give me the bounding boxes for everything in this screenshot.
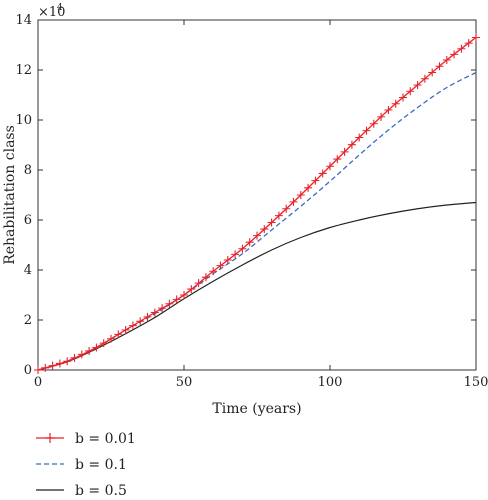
data-point [150, 308, 159, 317]
data-point [201, 273, 210, 282]
data-point [231, 250, 240, 259]
y-tick-label: 8 [24, 163, 32, 178]
data-point [209, 267, 218, 276]
legend-label: b = 0.5 [75, 483, 127, 499]
y-tick-label: 2 [24, 313, 32, 328]
series-0 [34, 33, 480, 374]
data-point [238, 244, 247, 253]
data-point [391, 99, 400, 108]
data-point [355, 133, 364, 142]
x-tick-label: 50 [176, 375, 193, 390]
data-point [304, 183, 313, 192]
series-1 [37, 71, 477, 371]
data-point [399, 93, 407, 102]
data-point [296, 191, 305, 199]
data-point [311, 176, 320, 185]
legend-marker [45, 433, 55, 443]
data-point [428, 68, 437, 77]
data-point [187, 285, 196, 294]
data-point [128, 321, 137, 330]
x-tick-label: 0 [34, 375, 42, 390]
plot-area [37, 19, 477, 371]
data-point [41, 363, 50, 372]
data-point [318, 169, 327, 178]
y-tick-label: 12 [15, 63, 32, 78]
data-point [99, 339, 108, 348]
data-point [136, 317, 145, 326]
data-point [194, 279, 203, 288]
data-point [340, 147, 349, 156]
data-point [472, 33, 480, 42]
data-point [172, 295, 181, 304]
legend-item: b = 0.1 [36, 457, 127, 473]
x-axis-label: Time (years) [212, 401, 301, 417]
y-multiplier-exp: 4 [57, 3, 63, 13]
series-line [37, 71, 477, 371]
y-axis-label: Rehabilitation class [2, 125, 18, 265]
data-point [223, 256, 232, 264]
data-point [158, 304, 167, 313]
y-tick-label: 4 [24, 263, 32, 278]
data-point [121, 326, 130, 334]
data-point [274, 211, 283, 220]
data-point [48, 361, 57, 370]
legend-item: b = 0.5 [36, 483, 127, 499]
y-tick-label: 14 [15, 13, 32, 28]
data-point [143, 312, 152, 321]
data-point [326, 162, 334, 171]
x-tick-label: 150 [464, 375, 488, 390]
data-point [420, 74, 429, 83]
data-point [377, 112, 386, 121]
data-point [457, 44, 466, 53]
data-point [413, 81, 422, 89]
data-point [435, 62, 444, 71]
data-point [216, 261, 225, 270]
data-point [267, 218, 276, 227]
legend-label: b = 0.01 [75, 431, 136, 447]
data-point [253, 231, 261, 240]
data-point [180, 291, 188, 299]
legend: b = 0.01 b = 0.1 b = 0.5 [36, 431, 136, 499]
y-tick-label: 10 [15, 113, 32, 128]
y-multiplier-base: ×10 [38, 5, 65, 20]
data-point [406, 87, 415, 96]
data-point [92, 343, 101, 352]
data-point [77, 350, 86, 359]
data-point [347, 140, 356, 149]
data-point [63, 357, 72, 366]
data-point [55, 359, 64, 368]
data-point [34, 366, 42, 374]
data-point [442, 56, 451, 64]
data-point [245, 238, 254, 247]
data-point [369, 119, 378, 128]
y-axis-ticks: 0 2 4 6 8 10 12 14 [15, 13, 476, 378]
data-point [114, 330, 123, 339]
data-point [384, 106, 393, 114]
data-point [70, 353, 79, 362]
x-tick-label: 100 [318, 375, 343, 390]
series-layer [34, 33, 480, 374]
data-point [333, 155, 342, 164]
data-point [282, 204, 291, 213]
data-point [107, 334, 115, 343]
data-point [362, 126, 371, 135]
data-point [165, 299, 174, 308]
x-axis-ticks: 0 50 100 150 [34, 20, 488, 390]
y-tick-label: 0 [24, 363, 32, 378]
legend-item: b = 0.01 [36, 431, 136, 447]
legend-label: b = 0.1 [75, 457, 127, 473]
data-point [450, 50, 459, 59]
data-point [289, 197, 298, 206]
data-point [260, 225, 269, 234]
data-point [464, 39, 473, 48]
data-point [85, 346, 94, 355]
y-tick-label: 6 [24, 213, 32, 228]
